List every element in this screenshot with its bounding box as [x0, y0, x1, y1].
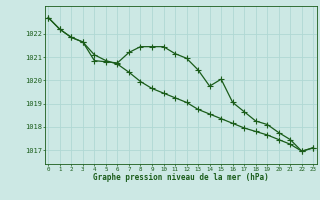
X-axis label: Graphe pression niveau de la mer (hPa): Graphe pression niveau de la mer (hPa): [93, 173, 269, 182]
